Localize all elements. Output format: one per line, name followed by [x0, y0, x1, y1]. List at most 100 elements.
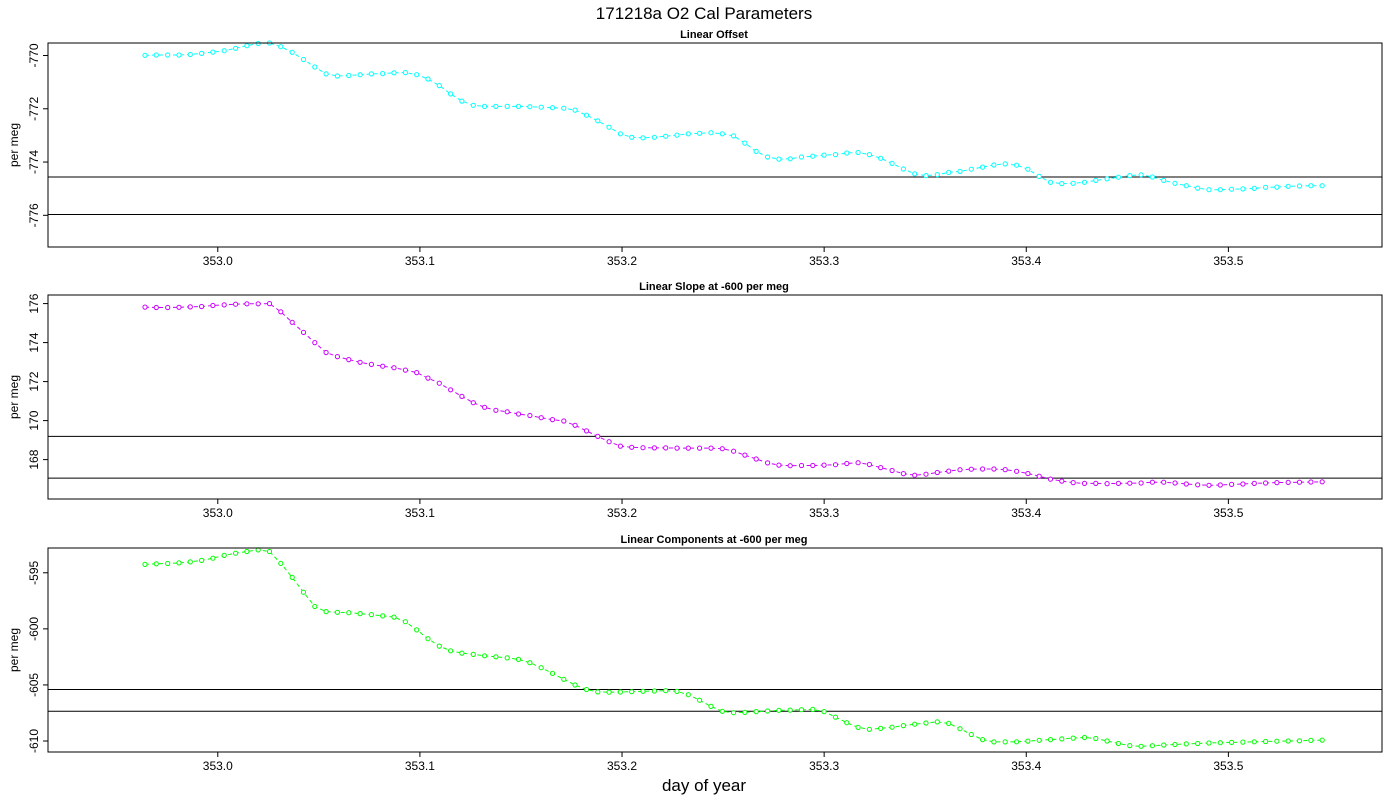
data-point [1172, 480, 1178, 486]
data-point [855, 149, 861, 156]
data-point [1195, 740, 1201, 747]
data-point [798, 707, 805, 713]
data-point [776, 707, 782, 713]
data-point [753, 148, 759, 154]
data-point [482, 404, 488, 410]
data-point [380, 363, 386, 369]
y-tick-label: 176 [27, 293, 41, 313]
data-point [1070, 480, 1076, 486]
data-point [1229, 186, 1235, 192]
y-tick-label: -595 [27, 560, 41, 584]
data-point [912, 472, 918, 478]
data-point [1002, 739, 1008, 745]
data-point [1014, 468, 1020, 474]
data-point [663, 133, 669, 139]
y-tick-label: 174 [27, 332, 41, 352]
data-point [1070, 735, 1076, 741]
y-axis-label: per meg [7, 628, 21, 672]
data-point [697, 445, 703, 451]
data-point [663, 445, 669, 451]
data-point [1296, 183, 1303, 189]
data-point [685, 692, 691, 698]
data-point [346, 72, 352, 79]
x-tick-label: 353.2 [607, 759, 637, 773]
data-point [1263, 738, 1269, 745]
data-point [697, 697, 703, 703]
plot-border [47, 42, 1383, 248]
data-point [266, 548, 273, 555]
data-point [1014, 162, 1020, 168]
data-point [402, 70, 408, 76]
data-point [776, 156, 782, 162]
data-point [1319, 479, 1325, 485]
data-point [278, 44, 284, 50]
data-point [187, 51, 193, 58]
data-point [617, 131, 624, 137]
data-point [459, 98, 465, 104]
data-point [765, 708, 771, 714]
data-point [1195, 185, 1201, 191]
data-point [980, 737, 986, 743]
data-point [753, 709, 759, 715]
data-point [1036, 173, 1042, 179]
y-tick-label: 172 [27, 371, 41, 391]
panel-title: Linear Slope at -600 per meg [639, 281, 789, 293]
data-point [357, 72, 363, 78]
data-point [334, 609, 340, 615]
data-point [187, 304, 193, 310]
data-point [1217, 482, 1223, 488]
data-point [912, 721, 918, 727]
data-point [391, 70, 397, 76]
data-point [1070, 180, 1076, 186]
data-point [765, 154, 771, 160]
data-point [1115, 480, 1122, 486]
y-tick-label: -774 [27, 150, 41, 174]
data-point [1104, 738, 1110, 744]
data-point [1285, 479, 1291, 485]
data-point [1274, 184, 1280, 190]
data-point [810, 153, 816, 159]
data-point [1025, 738, 1031, 744]
data-point [221, 302, 227, 308]
x-tick-label: 353.3 [809, 506, 839, 520]
data-point [221, 552, 227, 559]
plot-area: 353.0 353.1 353.2 353.3 353.4 353.5 -595 -600 -6… [27, 547, 1383, 773]
data-point [1308, 183, 1314, 189]
x-tick-label: 353.3 [809, 759, 839, 773]
data-point [1138, 172, 1144, 178]
data-point [934, 719, 940, 725]
data-point [504, 409, 510, 415]
data-point [1161, 177, 1167, 183]
data-point [312, 603, 318, 610]
data-point [595, 433, 601, 439]
data-point [572, 682, 578, 688]
data-point [357, 611, 363, 617]
x-tick-label: 353.2 [607, 254, 637, 268]
series-line [144, 42, 1323, 191]
data-point [448, 648, 454, 654]
data-point [1036, 473, 1042, 479]
data-point [1206, 187, 1212, 193]
data-point [1149, 479, 1156, 485]
data-point [878, 155, 884, 161]
data-point [923, 720, 929, 726]
data-point [300, 589, 307, 595]
data-point [538, 665, 544, 671]
data-point [1149, 174, 1156, 180]
data-point [1161, 742, 1167, 748]
data-point [323, 349, 329, 356]
data-point [980, 466, 986, 472]
data-point [957, 726, 963, 732]
data-point [210, 555, 216, 561]
data-point [538, 104, 544, 110]
data-point [753, 456, 759, 462]
data-point [414, 72, 420, 78]
data-point [1161, 479, 1167, 485]
data-point [629, 444, 635, 450]
data-point [606, 689, 612, 695]
data-point [436, 643, 442, 649]
data-point [946, 720, 952, 727]
data-point [527, 660, 533, 666]
data-point [697, 130, 703, 136]
data-point [357, 359, 363, 365]
